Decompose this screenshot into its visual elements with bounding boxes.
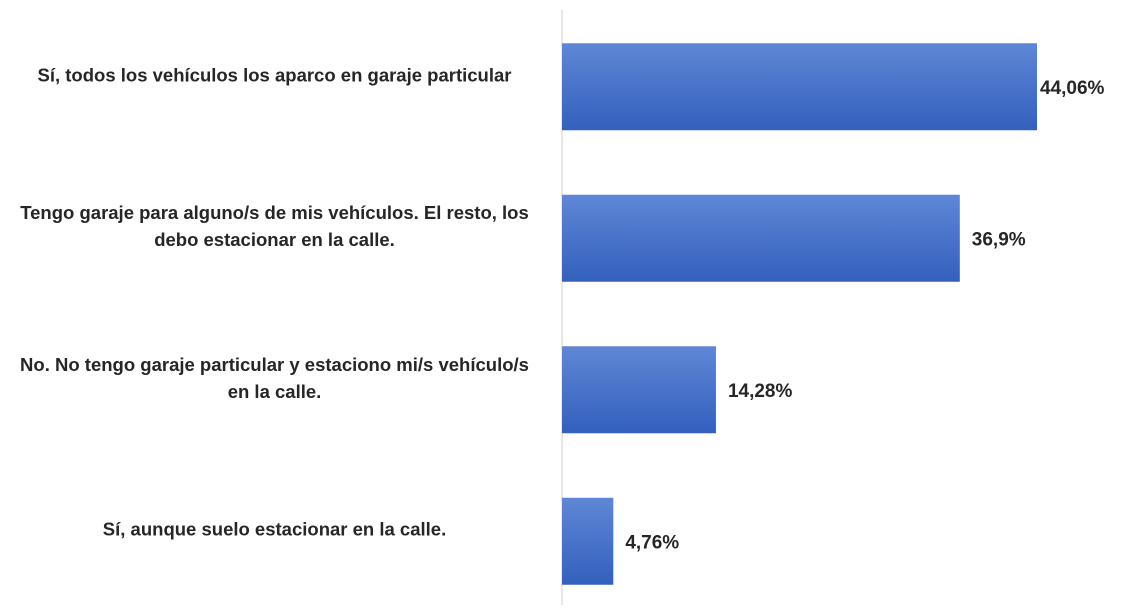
bar: [562, 194, 960, 282]
category-label: Sí, todos los vehículos los aparco en ga…: [37, 64, 512, 86]
category-label: No. No tengo garaje particular y estacio…: [20, 353, 529, 402]
bar: [562, 497, 614, 585]
data-label: 44,06%: [1040, 78, 1105, 99]
category-label: Tengo garaje para alguno/s de mis vehícu…: [20, 202, 529, 251]
category-label: Sí, aunque suelo estacionar en la calle.: [102, 518, 447, 540]
data-label: 36,9%: [972, 229, 1026, 250]
data-label: 4,76%: [625, 532, 679, 553]
bar: [562, 346, 716, 434]
bar: [562, 43, 1037, 131]
data-label: 14,28%: [728, 381, 793, 402]
